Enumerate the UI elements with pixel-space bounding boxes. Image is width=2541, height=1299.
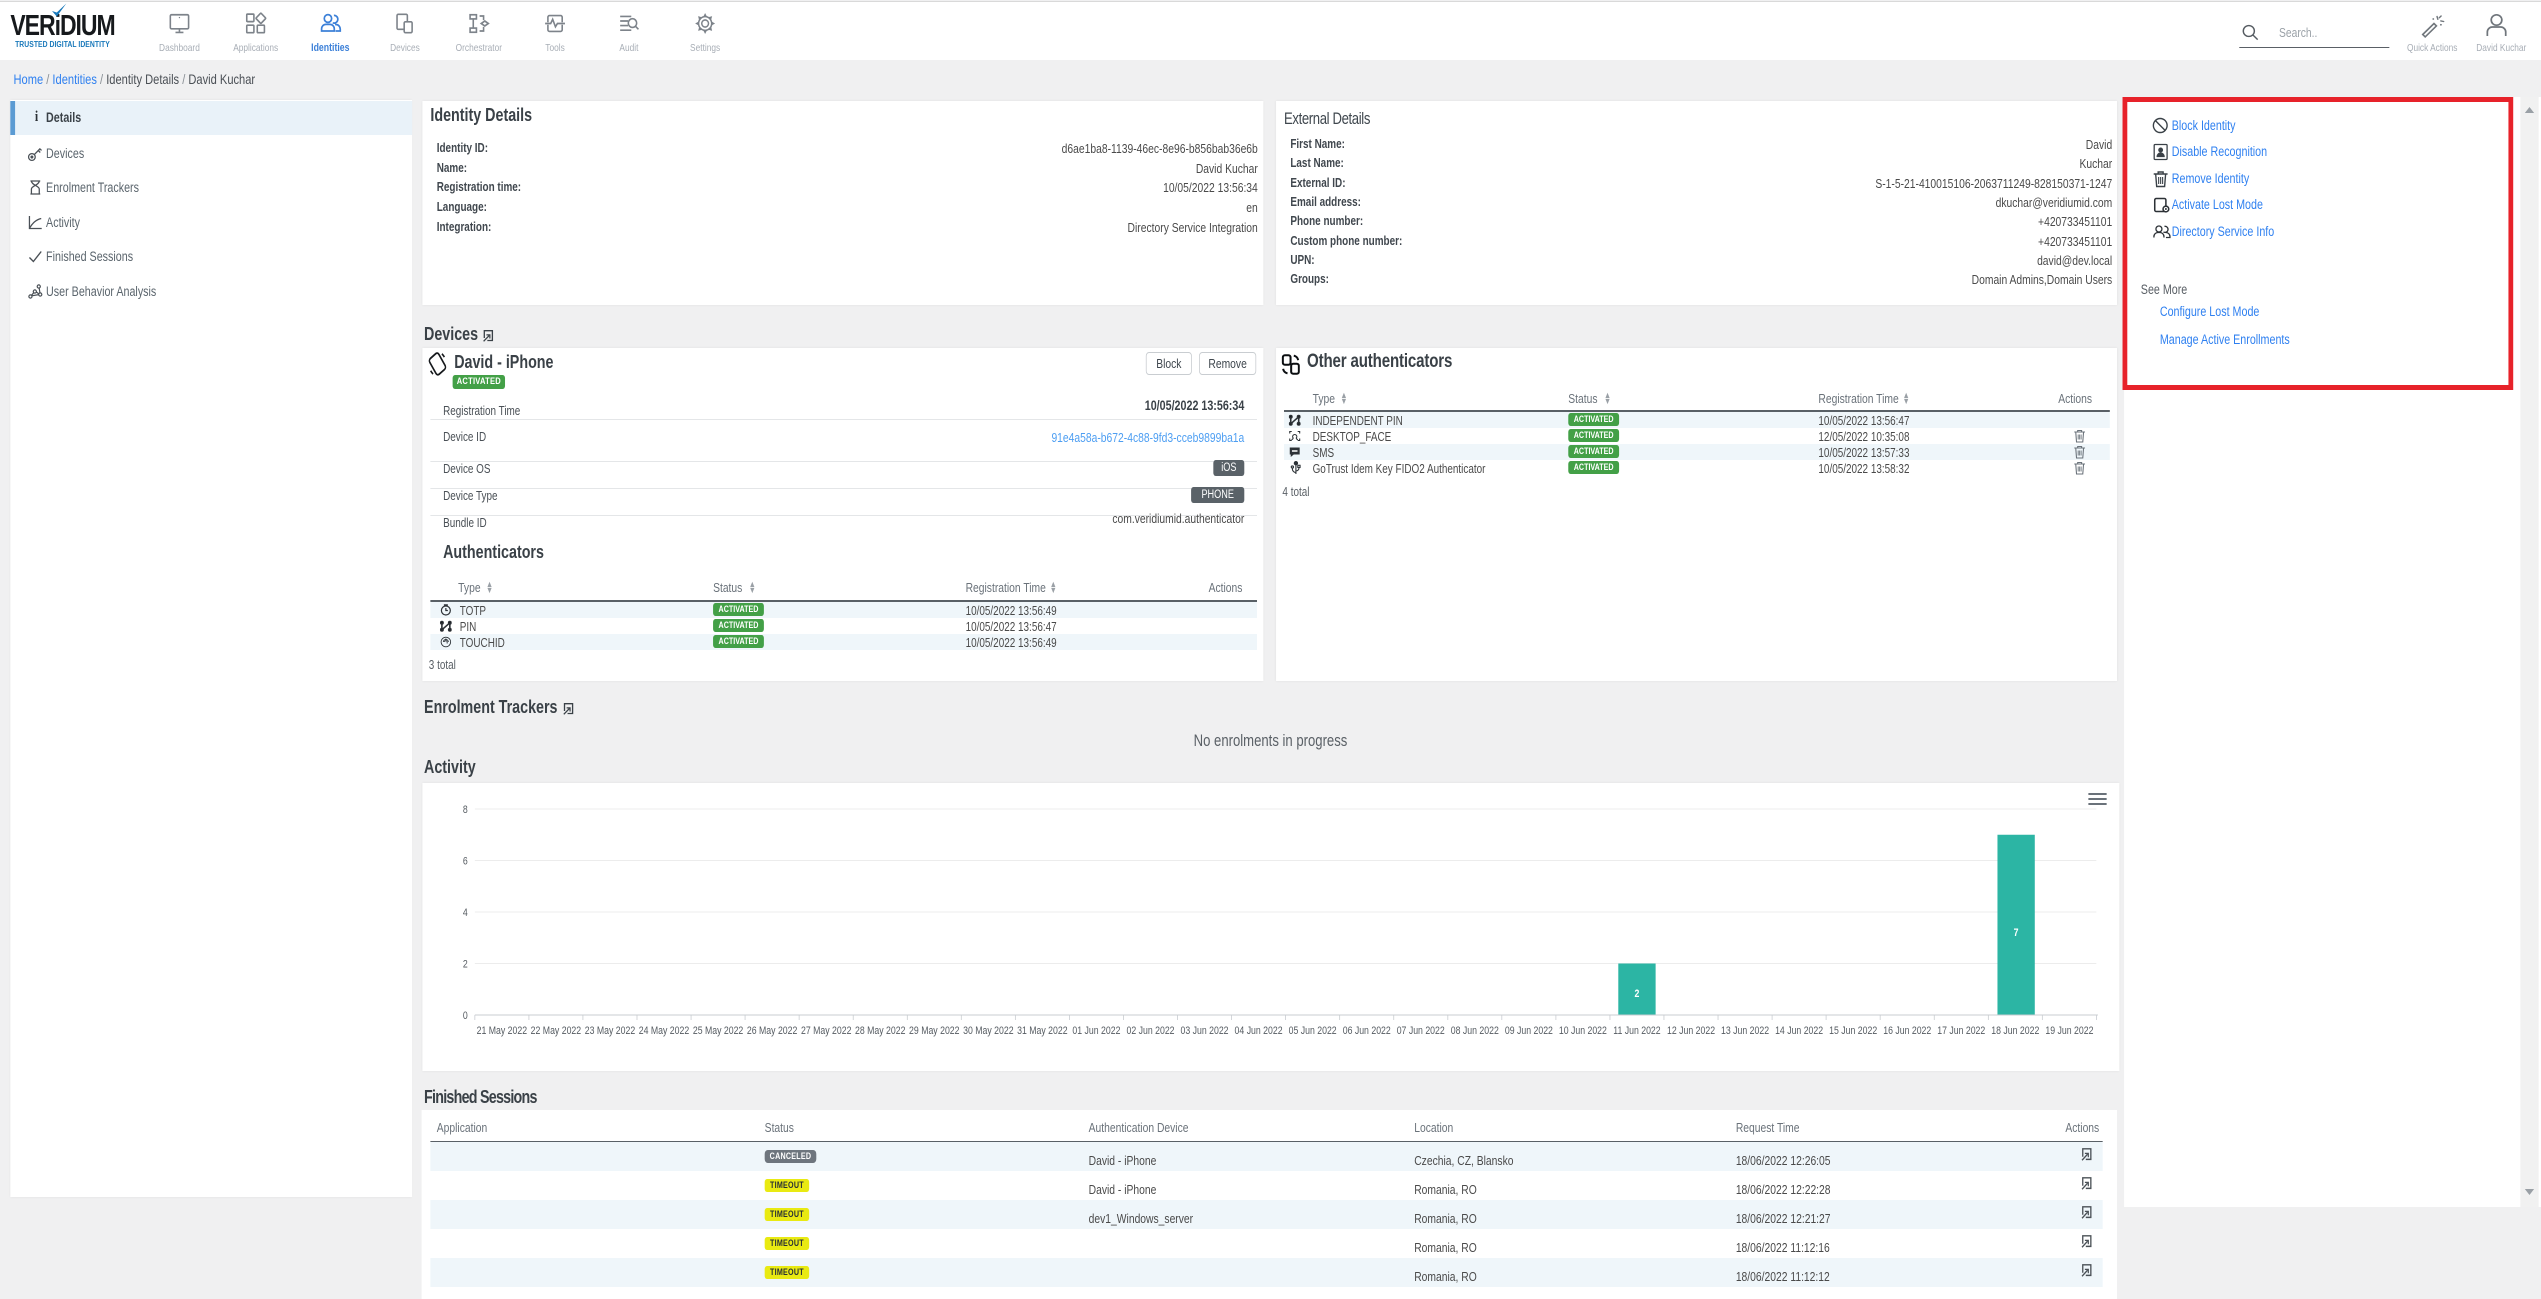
svg-text:31 May 2022: 31 May 2022: [1017, 1025, 1068, 1037]
svg-text:4: 4: [463, 907, 468, 919]
svg-text:24 May 2022: 24 May 2022: [639, 1025, 690, 1037]
svg-text:18 Jun 2022: 18 Jun 2022: [1991, 1025, 2039, 1037]
svg-text:23 May 2022: 23 May 2022: [585, 1025, 636, 1037]
svg-text:6: 6: [463, 856, 468, 868]
svg-text:04 Jun 2022: 04 Jun 2022: [1235, 1025, 1283, 1037]
svg-text:07 Jun 2022: 07 Jun 2022: [1397, 1025, 1445, 1037]
svg-text:27 May 2022: 27 May 2022: [801, 1025, 852, 1037]
svg-text:16 Jun 2022: 16 Jun 2022: [1883, 1025, 1931, 1037]
svg-text:29 May 2022: 29 May 2022: [909, 1025, 960, 1037]
svg-text:05 Jun 2022: 05 Jun 2022: [1289, 1025, 1337, 1037]
svg-text:01 Jun 2022: 01 Jun 2022: [1072, 1025, 1120, 1037]
svg-text:02 Jun 2022: 02 Jun 2022: [1126, 1025, 1174, 1037]
svg-text:0: 0: [463, 1010, 468, 1022]
svg-text:2: 2: [463, 959, 468, 971]
svg-text:28 May 2022: 28 May 2022: [855, 1025, 906, 1037]
svg-text:09 Jun 2022: 09 Jun 2022: [1505, 1025, 1553, 1037]
svg-text:19 Jun 2022: 19 Jun 2022: [2045, 1025, 2093, 1037]
svg-text:22 May 2022: 22 May 2022: [531, 1025, 582, 1037]
svg-text:10 Jun 2022: 10 Jun 2022: [1559, 1025, 1607, 1037]
svg-text:26 May 2022: 26 May 2022: [747, 1025, 798, 1037]
svg-text:30 May 2022: 30 May 2022: [963, 1025, 1014, 1037]
svg-text:14 Jun 2022: 14 Jun 2022: [1775, 1025, 1823, 1037]
svg-text:11 Jun 2022: 11 Jun 2022: [1613, 1025, 1661, 1037]
svg-text:12 Jun 2022: 12 Jun 2022: [1667, 1025, 1715, 1037]
svg-text:06 Jun 2022: 06 Jun 2022: [1343, 1025, 1391, 1037]
svg-text:7: 7: [2014, 927, 2019, 939]
svg-text:17 Jun 2022: 17 Jun 2022: [1937, 1025, 1985, 1037]
svg-text:13 Jun 2022: 13 Jun 2022: [1721, 1025, 1769, 1037]
svg-text:2: 2: [1635, 988, 1640, 1000]
svg-text:8: 8: [463, 804, 468, 816]
svg-text:03 Jun 2022: 03 Jun 2022: [1180, 1025, 1228, 1037]
svg-text:25 May 2022: 25 May 2022: [693, 1025, 744, 1037]
svg-text:08 Jun 2022: 08 Jun 2022: [1451, 1025, 1499, 1037]
svg-text:15 Jun 2022: 15 Jun 2022: [1829, 1025, 1877, 1037]
svg-text:21 May 2022: 21 May 2022: [477, 1025, 528, 1037]
